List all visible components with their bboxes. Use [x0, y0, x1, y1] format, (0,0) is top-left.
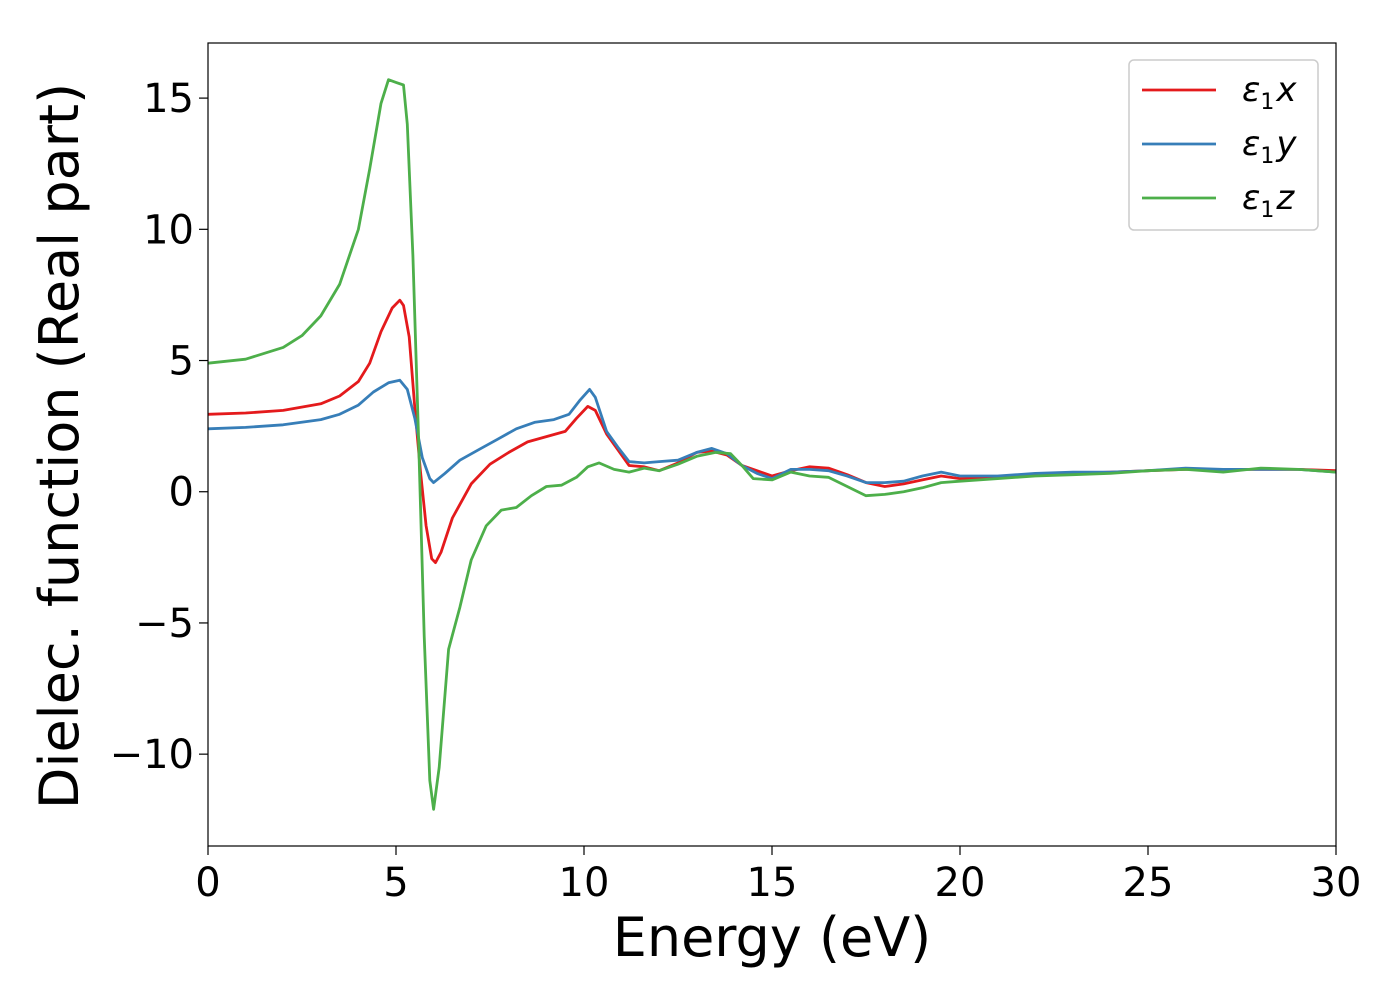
x-tick-label: 10 [559, 860, 610, 906]
x-tick-label: 25 [1123, 860, 1174, 906]
y-tick-label: 10 [143, 207, 194, 253]
y-axis-title: Dielec. function (Real part) [28, 83, 91, 809]
x-axis-ticks: 0 5 10 15 20 25 30 [195, 846, 1361, 906]
legend-box [1128, 59, 1319, 231]
x-tick-label: 5 [383, 860, 408, 906]
legend-label-x: ε1x [1242, 70, 1297, 115]
y-tick-label: −5 [135, 601, 194, 647]
x-axis-title: Energy (eV) [613, 906, 932, 969]
legend: ε1x ε1y ε1z [1128, 59, 1319, 231]
y-tick-label: 5 [169, 339, 194, 385]
series-line-z [207, 78, 1337, 811]
series-line-x [207, 298, 1337, 564]
legend-label-y: ε1y [1242, 124, 1297, 169]
x-tick-label: 20 [935, 860, 986, 906]
series-line-y [207, 378, 1337, 484]
y-tick-label: −10 [110, 732, 194, 778]
x-tick-label: 30 [1311, 860, 1362, 906]
y-tick-label: 0 [169, 470, 194, 516]
x-tick-label: 15 [747, 860, 798, 906]
series-layer [207, 78, 1337, 811]
y-tick-label: 15 [143, 76, 194, 122]
y-axis-ticks: −10 −5 0 5 10 15 [110, 76, 208, 778]
legend-label-z: ε1z [1242, 178, 1295, 223]
x-tick-label: 0 [195, 860, 220, 906]
